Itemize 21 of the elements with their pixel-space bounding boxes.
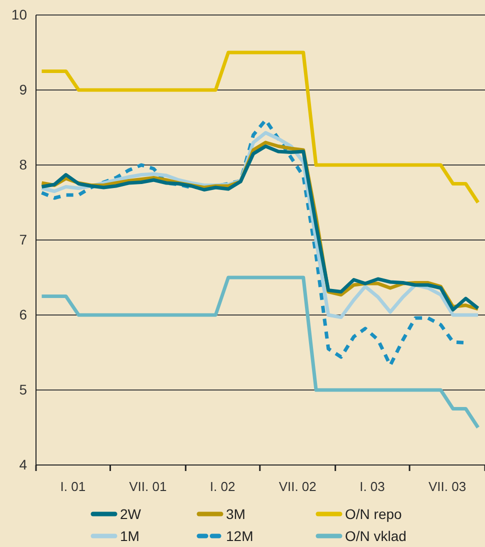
y-tick-label: 6 bbox=[19, 306, 28, 322]
legend-label: 12M bbox=[226, 528, 254, 544]
x-tick-label: I. 02 bbox=[210, 479, 236, 494]
line-series bbox=[40, 276, 480, 430]
x-tick-label: I. 01 bbox=[60, 479, 86, 494]
y-tick-label: 10 bbox=[11, 6, 28, 22]
line-series bbox=[40, 50, 480, 204]
y-tick-label: 9 bbox=[19, 81, 28, 98]
legend-label: O/N repo bbox=[345, 506, 402, 522]
legend-label: 1M bbox=[120, 528, 140, 544]
y-tick-label: 4 bbox=[19, 456, 28, 472]
y-tick-label: 8 bbox=[19, 156, 28, 172]
legend-label: 3M bbox=[226, 506, 246, 522]
legend-label: O/N vklad bbox=[345, 528, 406, 544]
y-tick-label: 7 bbox=[19, 231, 28, 248]
x-tick-label: VII. 02 bbox=[278, 479, 316, 494]
y-tick-label: 5 bbox=[19, 381, 28, 398]
x-tick-label: VII. 01 bbox=[129, 479, 167, 494]
x-tick-label: VII. 03 bbox=[428, 479, 466, 494]
legend-label: 2W bbox=[120, 506, 142, 522]
x-tick-label: I. 03 bbox=[360, 479, 385, 494]
